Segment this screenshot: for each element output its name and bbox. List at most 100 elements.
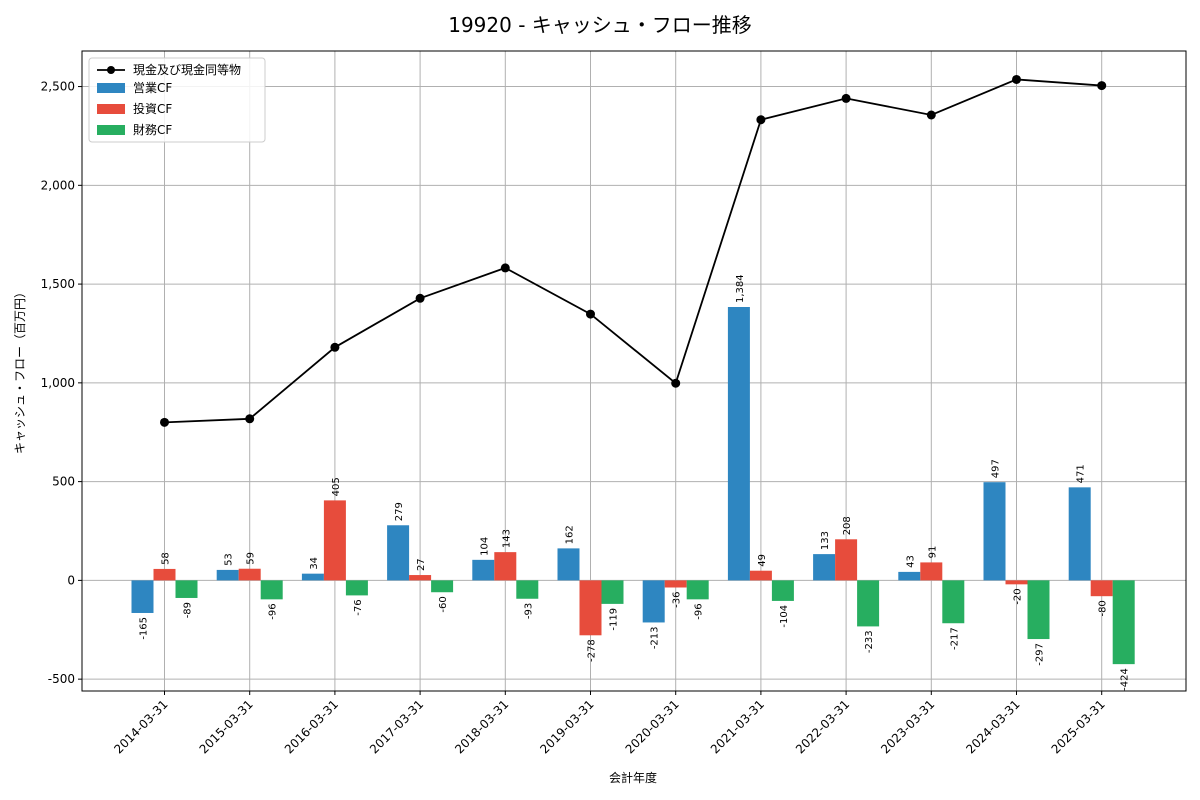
bar-financing: [1027, 580, 1050, 640]
cash-balance-point: [415, 293, 425, 303]
plot-frame: [81, 50, 1187, 692]
data-label-operating: -165: [139, 617, 150, 640]
data-label-operating: 104: [479, 537, 490, 556]
cash-balance-point: [841, 93, 851, 103]
bar-operating: [1068, 487, 1091, 581]
cash-balance-point: [500, 263, 510, 273]
bar-investing: [494, 552, 517, 581]
bar-financing: [516, 580, 539, 599]
cash-balance-point: [586, 309, 595, 319]
data-label-investing: 59: [246, 552, 257, 565]
data-label-operating: -213: [650, 626, 661, 649]
bar-financing: [431, 580, 454, 593]
legend-swatch: [97, 104, 125, 114]
cash-balance-point: [1012, 74, 1021, 84]
x-axis-label: 会計年度: [609, 770, 657, 785]
axes-layer: -500 0 500 1,000 1,500 2,000 2,500 2014-03-31 20…: [41, 50, 1187, 756]
cash-balance-point: [160, 417, 169, 427]
legend-label: 投資CF: [133, 101, 172, 116]
data-label-financing: -96: [694, 603, 705, 619]
data-label-financing: -93: [523, 603, 534, 619]
bars-layer: [131, 307, 1135, 665]
bar-investing: [1005, 580, 1028, 585]
data-label-operating: 53: [224, 553, 235, 566]
legend-line-marker: [107, 66, 115, 74]
y-tick-label: 0: [67, 573, 75, 587]
data-label-financing: -217: [949, 627, 960, 650]
x-tick-label: 2020-03-31: [623, 697, 682, 756]
bar-financing: [345, 580, 368, 596]
bar-financing: [686, 580, 709, 600]
data-label-financing: -60: [438, 596, 449, 612]
data-label-financing: -89: [183, 602, 194, 618]
legend-swatch: [97, 83, 125, 93]
bar-financing: [1112, 580, 1135, 665]
legend-swatch: [97, 125, 125, 135]
chart-title: 19920 - キャッシュ・フロー推移: [448, 13, 752, 37]
data-label-financing: -297: [1035, 643, 1046, 666]
x-tick-label: 2014-03-31: [111, 697, 170, 756]
x-tick-label: 2016-03-31: [282, 697, 341, 756]
bar-investing: [835, 539, 858, 581]
bar-operating: [387, 525, 410, 581]
data-label-financing: -233: [864, 630, 875, 653]
bar-investing: [664, 580, 687, 588]
x-tick-label: 2022-03-31: [793, 697, 852, 756]
bar-operating: [472, 559, 495, 581]
y-tick-label: 500: [52, 475, 75, 489]
legend-box: [88, 57, 266, 143]
y-tick-label: -500: [48, 672, 75, 686]
bar-financing: [942, 580, 965, 624]
legend-label: 営業CF: [133, 81, 172, 95]
data-label-investing: -20: [1013, 588, 1024, 604]
labels-layer: -165 53 34 279 104 162 -213 1,384 133 43 497 471 58 5…: [139, 274, 1131, 690]
bar-investing: [409, 575, 432, 581]
bar-investing: [920, 562, 943, 581]
bar-investing: [579, 580, 602, 636]
legend-label-cash: 現金及び現金同等物: [133, 62, 241, 77]
y-tick-label: 2,000: [41, 178, 75, 192]
data-label-financing: -104: [779, 605, 790, 628]
bar-operating: [131, 580, 154, 613]
cash-balance-point: [1097, 81, 1107, 91]
bar-operating: [983, 482, 1006, 581]
x-tick-label: 2017-03-31: [367, 697, 426, 756]
x-tick-label: 2015-03-31: [197, 697, 256, 756]
bar-financing: [175, 580, 198, 598]
data-label-investing: 58: [161, 552, 172, 565]
bar-operating: [301, 573, 324, 581]
data-label-operating: 162: [565, 525, 576, 544]
data-label-operating: 279: [394, 502, 405, 521]
data-label-operating: 471: [1076, 464, 1087, 483]
data-label-operating: 133: [820, 531, 831, 550]
data-label-financing: -76: [353, 599, 364, 615]
bar-financing: [601, 580, 624, 604]
y-tick-label: 1,500: [41, 277, 75, 291]
bar-operating: [642, 580, 665, 623]
x-tick-label: 2021-03-31: [708, 697, 767, 756]
data-label-investing: 91: [927, 546, 938, 559]
cash-balance-point: [671, 378, 681, 388]
bar-investing: [238, 568, 261, 581]
bar-financing: [771, 580, 794, 601]
y-tick-label: 2,500: [41, 80, 75, 94]
data-label-investing: 405: [331, 477, 342, 496]
legend-label: 財務CF: [133, 122, 172, 137]
data-label-operating: 497: [991, 459, 1002, 478]
x-tick-label: 2024-03-31: [963, 697, 1022, 756]
bar-operating: [727, 307, 750, 581]
line-layer: [160, 74, 1107, 427]
data-label-financing: -96: [268, 603, 279, 619]
bar-operating: [557, 548, 580, 581]
data-label-investing: 49: [757, 554, 768, 567]
data-label-investing: -80: [1098, 600, 1109, 616]
data-label-investing: -36: [672, 591, 683, 607]
x-tick-label: 2025-03-31: [1049, 697, 1108, 756]
cash-balance-point: [926, 110, 936, 120]
bar-operating: [813, 554, 836, 581]
cash-balance-point: [245, 414, 255, 424]
x-tick-label: 2018-03-31: [452, 697, 511, 756]
